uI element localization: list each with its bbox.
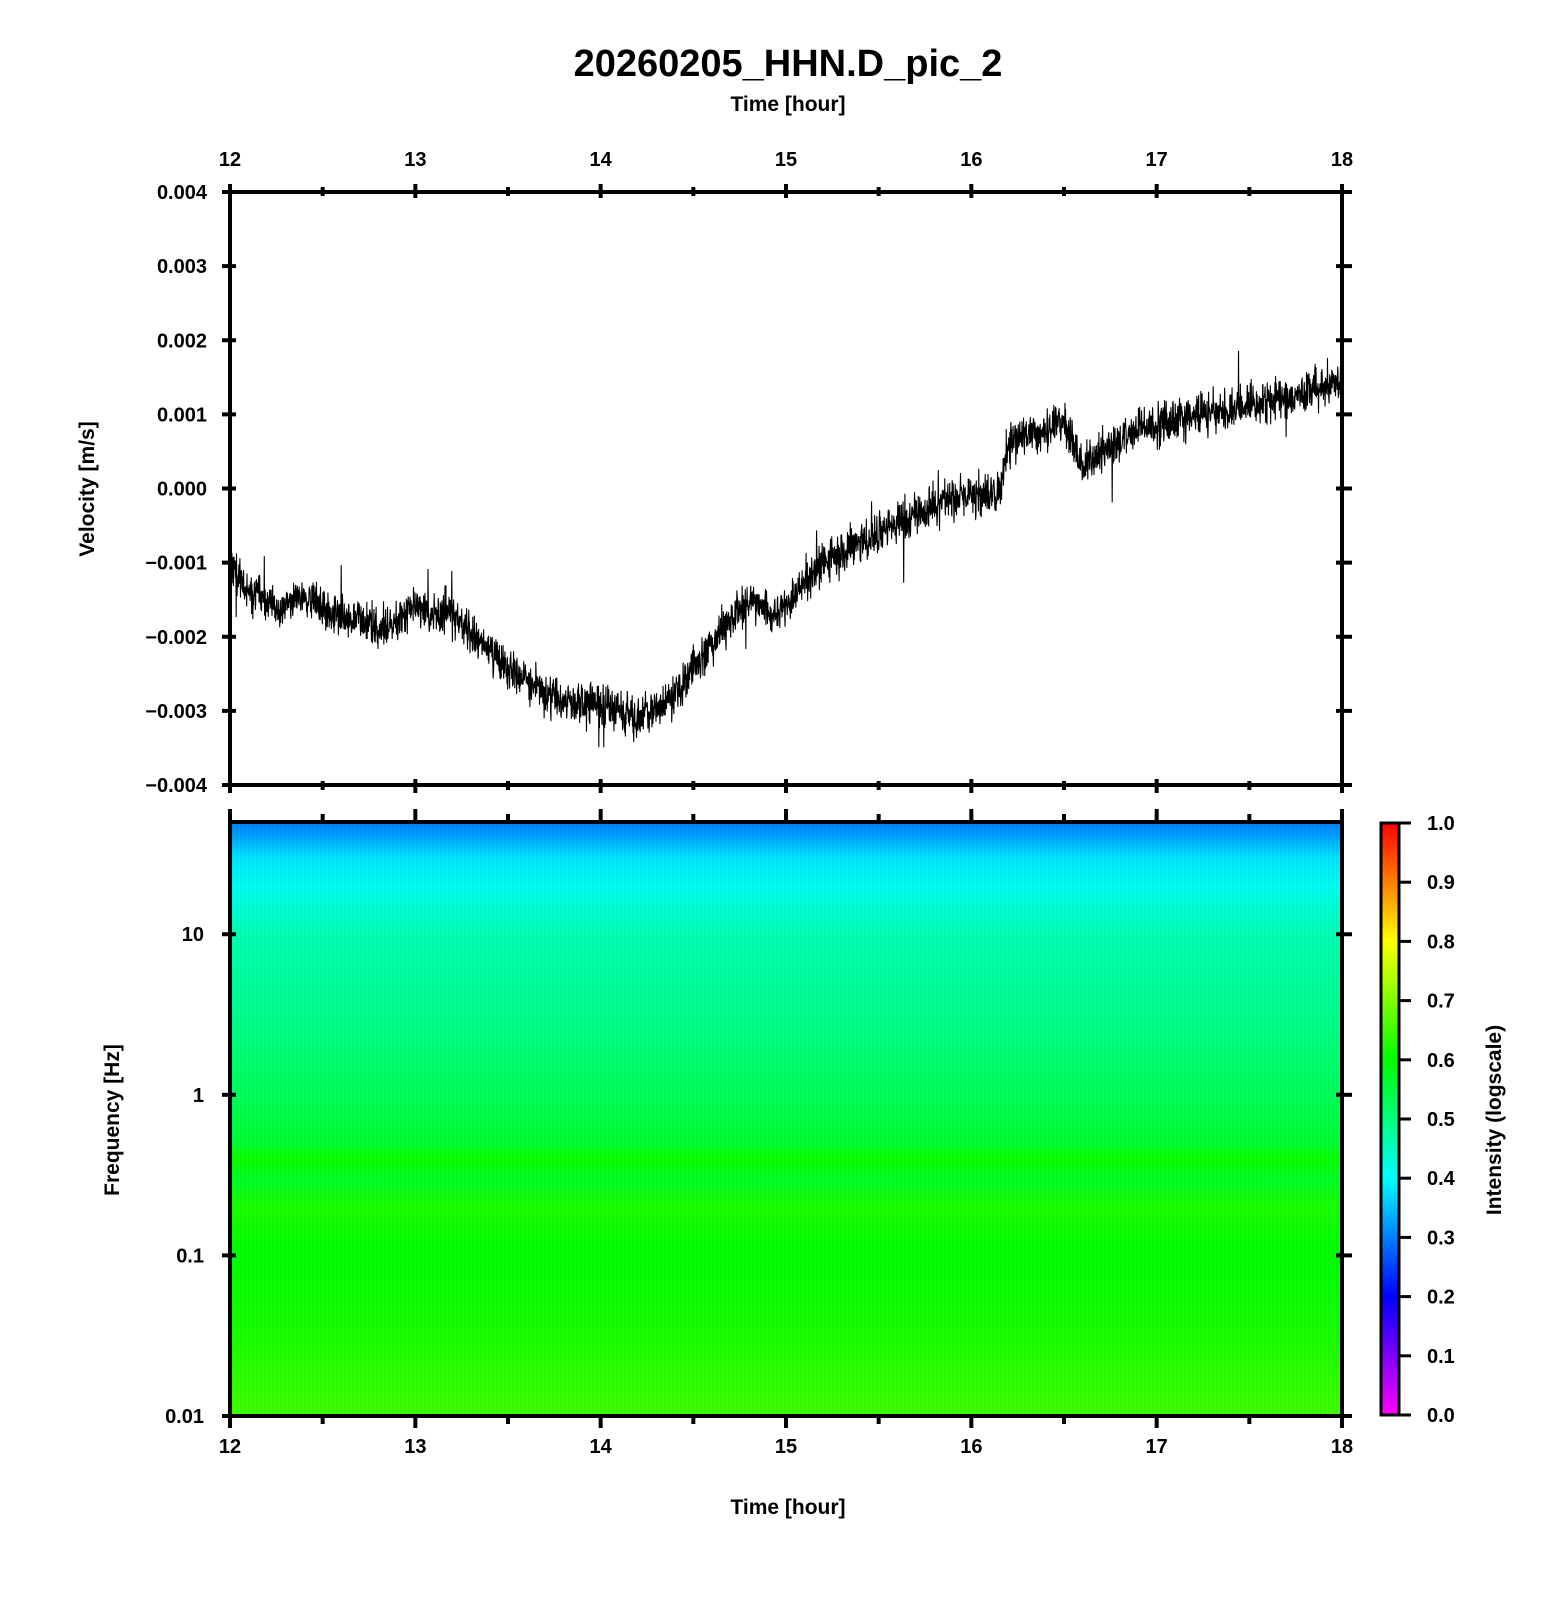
waveform-x-tick-label: 17 [1146, 149, 1168, 171]
colorbar-bar [1379, 821, 1401, 1417]
colorbar-label: Intensity (logscale) [1483, 1025, 1506, 1215]
spectrogram-texture [230, 822, 1342, 1416]
waveform-x-tick-label: 16 [960, 149, 982, 171]
spectrogram-x-tick-label: 12 [219, 1436, 241, 1458]
spectrogram-x-tick-label: 16 [960, 1436, 982, 1458]
waveform-y-tick-label: −0.004 [145, 775, 208, 797]
waveform-y-tick-label: −0.003 [145, 701, 207, 723]
top-x-axis-label: Time [hour] [730, 93, 845, 116]
waveform-x-tick-label: 12 [219, 149, 241, 171]
spectrogram-y-tick-label: 1 [193, 1085, 204, 1107]
colorbar-tick-label: 0.0 [1427, 1405, 1455, 1427]
colorbar-tick-label: 0.3 [1427, 1227, 1455, 1249]
colorbar-tick-label: 0.7 [1427, 991, 1455, 1013]
colorbar-tick-label: 1.0 [1427, 813, 1455, 835]
colorbar: 1.0 0.9 0.8 0.7 0.6 0.5 0.4 0.3 0.2 0.1 0.0 Intens… [1379, 813, 1506, 1427]
waveform-x-tick-label: 13 [404, 149, 426, 171]
colorbar-tick-label: 0.5 [1427, 1109, 1455, 1131]
spectrogram-y-tick-label: 10 [182, 924, 204, 946]
spectrogram-x-tick-label: 13 [404, 1436, 426, 1458]
velocity-axis-label: Velocity [m/s] [76, 421, 99, 556]
spectrogram-x-tick-label: 17 [1146, 1436, 1168, 1458]
colorbar-tick-label: 0.6 [1427, 1050, 1455, 1072]
frequency-axis-label: Frequency [Hz] [101, 1044, 124, 1196]
spectrogram-x-tick-label: 18 [1331, 1436, 1353, 1458]
waveform-ticks: 12 13 14 15 16 17 18 0.004 0.003 0.002 0.001 0.000 −… [145, 149, 1353, 797]
waveform-x-tick-label: 18 [1331, 149, 1353, 171]
waveform-y-tick-label: 0.003 [157, 256, 207, 278]
bottom-x-axis-label: Time [hour] [730, 1496, 845, 1519]
waveform-y-tick-label: 0.001 [157, 404, 207, 426]
spectrogram-x-tick-label: 15 [775, 1436, 797, 1458]
spectrogram-x-tick-label: 14 [590, 1436, 613, 1458]
waveform-panel: 12 13 14 15 16 17 18 0.004 0.003 0.002 0.001 0.000 −… [76, 149, 1353, 797]
waveform-y-tick-label: 0.004 [157, 182, 208, 204]
waveform-y-tick-label: −0.001 [145, 553, 207, 575]
waveform-y-tick-label: 0.002 [157, 330, 207, 352]
colorbar-tick-label: 0.1 [1427, 1346, 1455, 1368]
waveform-y-tick-label: 0.000 [157, 479, 207, 501]
colorbar-tick-label: 0.2 [1427, 1287, 1455, 1309]
colorbar-tick-label: 0.4 [1427, 1168, 1456, 1190]
waveform-x-tick-label: 15 [775, 149, 797, 171]
spectrogram-y-tick-label: 0.01 [165, 1406, 204, 1428]
waveform-x-tick-label: 14 [590, 149, 613, 171]
velocity-series-line [230, 350, 1342, 748]
velocity-trace [230, 350, 1342, 748]
colorbar-tick-label: 0.8 [1427, 931, 1455, 953]
waveform-y-tick-label: −0.002 [145, 627, 207, 649]
waveform-frame [228, 190, 1344, 787]
figure-title: 20260205_HHN.D_pic_2 [574, 43, 1003, 85]
spectrogram-y-tick-label: 0.1 [176, 1245, 204, 1267]
spectrogram-ticks: 12 13 14 15 16 17 18 10 1 0.1 0.01 [165, 809, 1353, 1458]
colorbar-tick-label: 0.9 [1427, 872, 1455, 894]
colorbar-ticks: 1.0 0.9 0.8 0.7 0.6 0.5 0.4 0.3 0.2 0.1 0.0 [1399, 813, 1456, 1427]
